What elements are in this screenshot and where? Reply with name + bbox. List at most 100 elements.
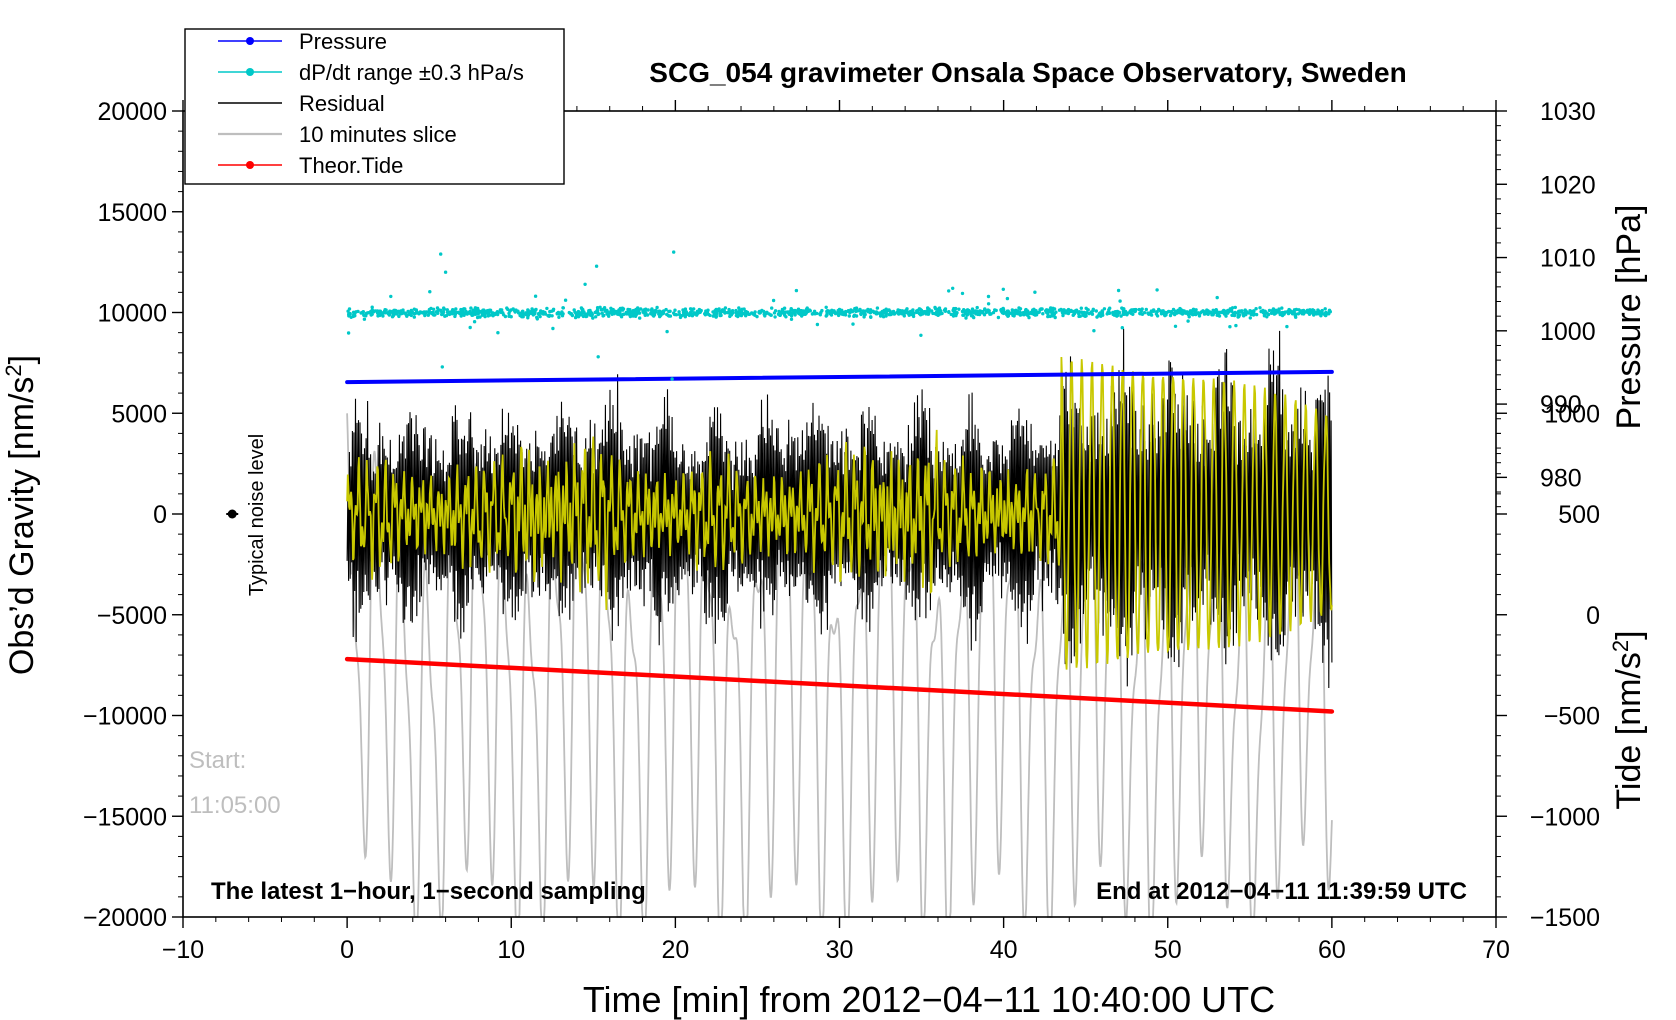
pressure-tick-label: 980 [1540, 464, 1582, 492]
dpdt-point [692, 307, 696, 311]
dpdt-outlier [439, 252, 443, 256]
dpdt-point [362, 317, 367, 321]
dpdt-point [1290, 312, 1295, 316]
dpdt-point [1170, 311, 1174, 315]
dpdt-point [1233, 305, 1238, 310]
dpdt-point [480, 311, 484, 315]
dpdt-point [851, 322, 855, 326]
dpdt-point [692, 312, 696, 316]
dpdt-point [456, 310, 461, 314]
axis-ticks: −10 0 10 20 30 40 50 60 70−20000−15000−10000−500… [83, 98, 1600, 964]
dpdt-point [1258, 306, 1262, 310]
dpdt-point [1215, 295, 1219, 300]
dpdt-point [1107, 311, 1112, 315]
dpdt-point [1108, 306, 1112, 310]
x-tick-label: −10 [162, 936, 204, 964]
dpdt-point [347, 307, 352, 311]
dpdt-point [1146, 311, 1150, 315]
dpdt-point [949, 312, 953, 317]
dpdt-point [983, 307, 987, 311]
dpdt-point [780, 309, 785, 313]
dpdt-point [1237, 314, 1241, 319]
dpdt-point [963, 309, 967, 313]
y-axis-title-close: ] [3, 355, 41, 364]
theoretical-tide-series [344, 656, 1335, 714]
dpdt-point [389, 294, 393, 299]
dpdt-point [957, 307, 961, 311]
dpdt-point [551, 326, 555, 331]
dpdt-point [770, 306, 774, 310]
dpdt-point [866, 310, 871, 314]
dpdt-outlier [440, 365, 444, 369]
dpdt-point [1240, 309, 1244, 313]
dpdt-point [859, 312, 863, 317]
dpdt-point [1087, 311, 1091, 316]
dpdt-point [364, 311, 369, 316]
tide-tick-label: 0 [1586, 602, 1600, 630]
dpdt-point [868, 308, 873, 312]
legend-label: dP/dt range ±0.3 hPa/s [299, 60, 524, 85]
dpdt-point [738, 310, 742, 315]
dpdt-point [909, 312, 914, 317]
dpdt-point [1233, 310, 1238, 315]
dpdt-point [684, 311, 689, 315]
dpdt-point [1001, 287, 1005, 291]
dpdt-point [1084, 314, 1088, 318]
dpdt-point [500, 308, 504, 312]
dpdt-point [1265, 315, 1269, 319]
dpdt-point [396, 309, 400, 313]
dpdt-point [538, 314, 542, 319]
dpdt-point [533, 294, 538, 298]
dpdt-point [1297, 308, 1301, 312]
dpdt-point [1072, 312, 1077, 316]
dpdt-outlier [583, 282, 587, 286]
dpdt-point [1222, 312, 1227, 316]
dpdt-point [1120, 326, 1125, 330]
dpdt-point [346, 331, 351, 335]
dpdt-point [735, 310, 739, 314]
dpdt-point [649, 311, 653, 315]
dpdt-point [1311, 310, 1316, 314]
dpdt-point [723, 306, 728, 310]
dpdt-point [919, 308, 924, 312]
dpdt-point [469, 306, 473, 310]
dpdt-point [953, 312, 958, 316]
dpdt-point [1033, 290, 1037, 294]
dpdt-point [478, 315, 482, 319]
dpdt-point [765, 310, 769, 314]
x-tick-label: 50 [1154, 936, 1182, 964]
dpdt-point [672, 311, 676, 315]
dpdt-point [1051, 306, 1055, 310]
dpdt-point [535, 317, 539, 321]
dpdt-point [1280, 306, 1284, 310]
dpdt-point [812, 311, 816, 315]
dpdt-point [1254, 307, 1258, 311]
dpdt-point [1034, 313, 1039, 317]
legend-label: Pressure [299, 29, 387, 54]
legend-swatch-marker [246, 68, 254, 76]
dpdt-range-series [346, 250, 1333, 381]
dpdt-point [994, 308, 998, 313]
dpdt-point [1155, 288, 1159, 292]
dpdt-point [584, 314, 588, 319]
dpdt-point [825, 309, 830, 313]
pressure-tick-label: 1020 [1540, 171, 1596, 199]
dpdt-point [642, 308, 646, 312]
dpdt-point [728, 314, 732, 319]
dpdt-point [1101, 313, 1105, 317]
dpdt-point [370, 308, 374, 312]
tide-axis-title-main: Tide [nm/s [1610, 652, 1648, 809]
dpdt-point [1005, 296, 1010, 301]
dpdt-point [1171, 307, 1176, 312]
dpdt-point [806, 309, 810, 314]
dpdt-point [520, 309, 525, 314]
dpdt-point [853, 306, 857, 311]
x-tick-label: 70 [1482, 936, 1510, 964]
dpdt-point [698, 310, 702, 314]
dpdt-point [618, 310, 622, 315]
dpdt-point [912, 311, 916, 315]
dpdt-point [824, 305, 828, 309]
dpdt-point [511, 307, 515, 311]
dpdt-point [612, 312, 616, 316]
dpdt-point [503, 314, 508, 319]
